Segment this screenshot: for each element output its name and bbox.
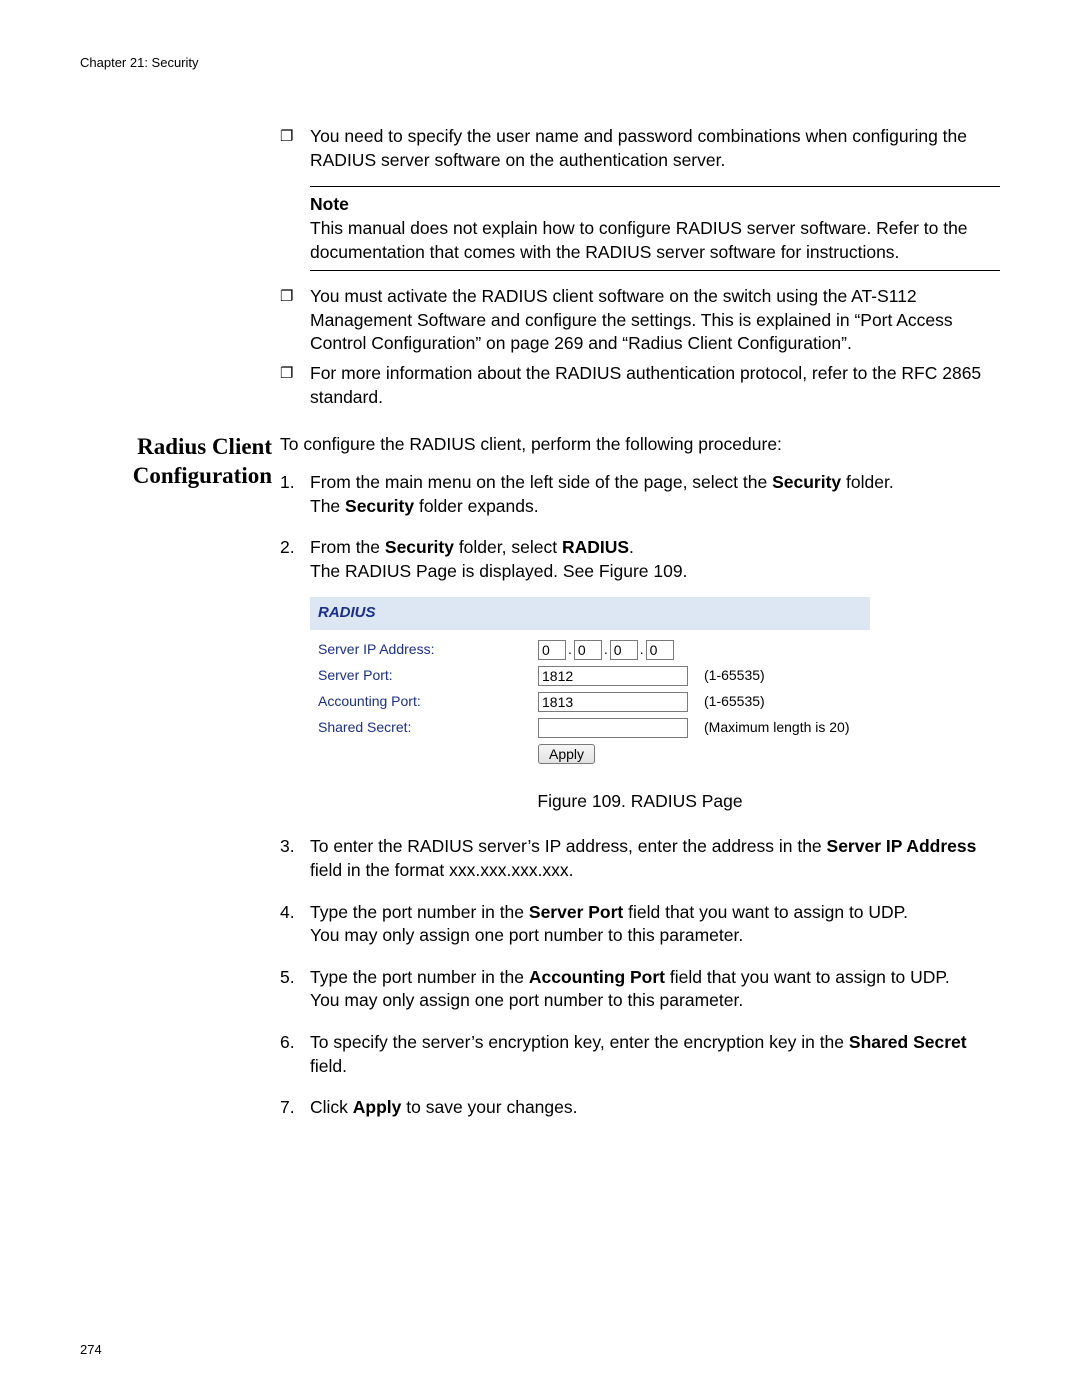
bullet-item: ❐ You must activate the RADIUS client so… xyxy=(280,285,1000,356)
hint-server-port: (1-65535) xyxy=(698,666,765,685)
label-accounting-port: Accounting Port: xyxy=(310,692,538,711)
apply-button[interactable]: Apply xyxy=(538,744,595,764)
hint-shared-secret: (Maximum length is 20) xyxy=(698,718,850,737)
note-title: Note xyxy=(310,193,1000,217)
row-server-port: Server Port: (1-65535) xyxy=(310,666,870,686)
bullet-icon: ❐ xyxy=(280,362,310,384)
radius-panel-title: RADIUS xyxy=(310,597,870,629)
chapter-header: Chapter 21: Security xyxy=(80,55,1000,70)
figure-caption: Figure 109. RADIUS Page xyxy=(280,790,1000,814)
bullet-icon: ❐ xyxy=(280,285,310,307)
step-number: 3. xyxy=(280,835,310,859)
ip-octet-3[interactable] xyxy=(610,640,638,660)
page-number: 274 xyxy=(80,1342,102,1357)
ip-dot: . xyxy=(568,640,572,659)
intro-text: To configure the RADIUS client, perform … xyxy=(280,433,1000,457)
accounting-port-input[interactable] xyxy=(538,692,688,712)
bullet-item: ❐ For more information about the RADIUS … xyxy=(280,362,1000,409)
row-accounting-port: Accounting Port: (1-65535) xyxy=(310,692,870,712)
bullet-text: You need to specify the user name and pa… xyxy=(310,125,1000,172)
step-1: 1. From the main menu on the left side o… xyxy=(280,471,1000,518)
note-body: This manual does not explain how to conf… xyxy=(310,217,1000,264)
step-number: 1. xyxy=(280,471,310,495)
step-number: 5. xyxy=(280,966,310,990)
hint-accounting-port: (1-65535) xyxy=(698,692,765,711)
step-6: 6. To specify the server’s encryption ke… xyxy=(280,1031,1000,1078)
note-block: Note This manual does not explain how to… xyxy=(310,186,1000,271)
step-number: 6. xyxy=(280,1031,310,1055)
section-title: Radius Client Configuration xyxy=(80,433,272,491)
label-server-port: Server Port: xyxy=(310,666,538,685)
ip-octet-2[interactable] xyxy=(574,640,602,660)
row-apply: Apply xyxy=(310,744,870,764)
step-4: 4. Type the port number in the Server Po… xyxy=(280,901,1000,948)
ip-octet-4[interactable] xyxy=(646,640,674,660)
ip-octet-1[interactable] xyxy=(538,640,566,660)
shared-secret-input[interactable] xyxy=(538,718,688,738)
step-3: 3. To enter the RADIUS server’s IP addre… xyxy=(280,835,1000,882)
bullet-icon: ❐ xyxy=(280,125,310,147)
row-server-ip: Server IP Address: . . . xyxy=(310,640,870,660)
step-number: 7. xyxy=(280,1096,310,1120)
radius-panel: RADIUS Server IP Address: . . . xyxy=(310,597,870,775)
bullet-text: You must activate the RADIUS client soft… xyxy=(310,285,1000,356)
step-2: 2. From the Security folder, select RADI… xyxy=(280,536,1000,583)
step-7: 7. Click Apply to save your changes. xyxy=(280,1096,1000,1120)
ip-dot: . xyxy=(640,640,644,659)
label-shared-secret: Shared Secret: xyxy=(310,718,538,737)
row-shared-secret: Shared Secret: (Maximum length is 20) xyxy=(310,718,870,738)
step-number: 4. xyxy=(280,901,310,925)
server-port-input[interactable] xyxy=(538,666,688,686)
label-server-ip: Server IP Address: xyxy=(310,640,538,659)
step-number: 2. xyxy=(280,536,310,560)
bullet-text: For more information about the RADIUS au… xyxy=(310,362,1000,409)
step-5: 5. Type the port number in the Accountin… xyxy=(280,966,1000,1013)
ip-dot: . xyxy=(604,640,608,659)
bullet-item: ❐ You need to specify the user name and … xyxy=(280,125,1000,172)
